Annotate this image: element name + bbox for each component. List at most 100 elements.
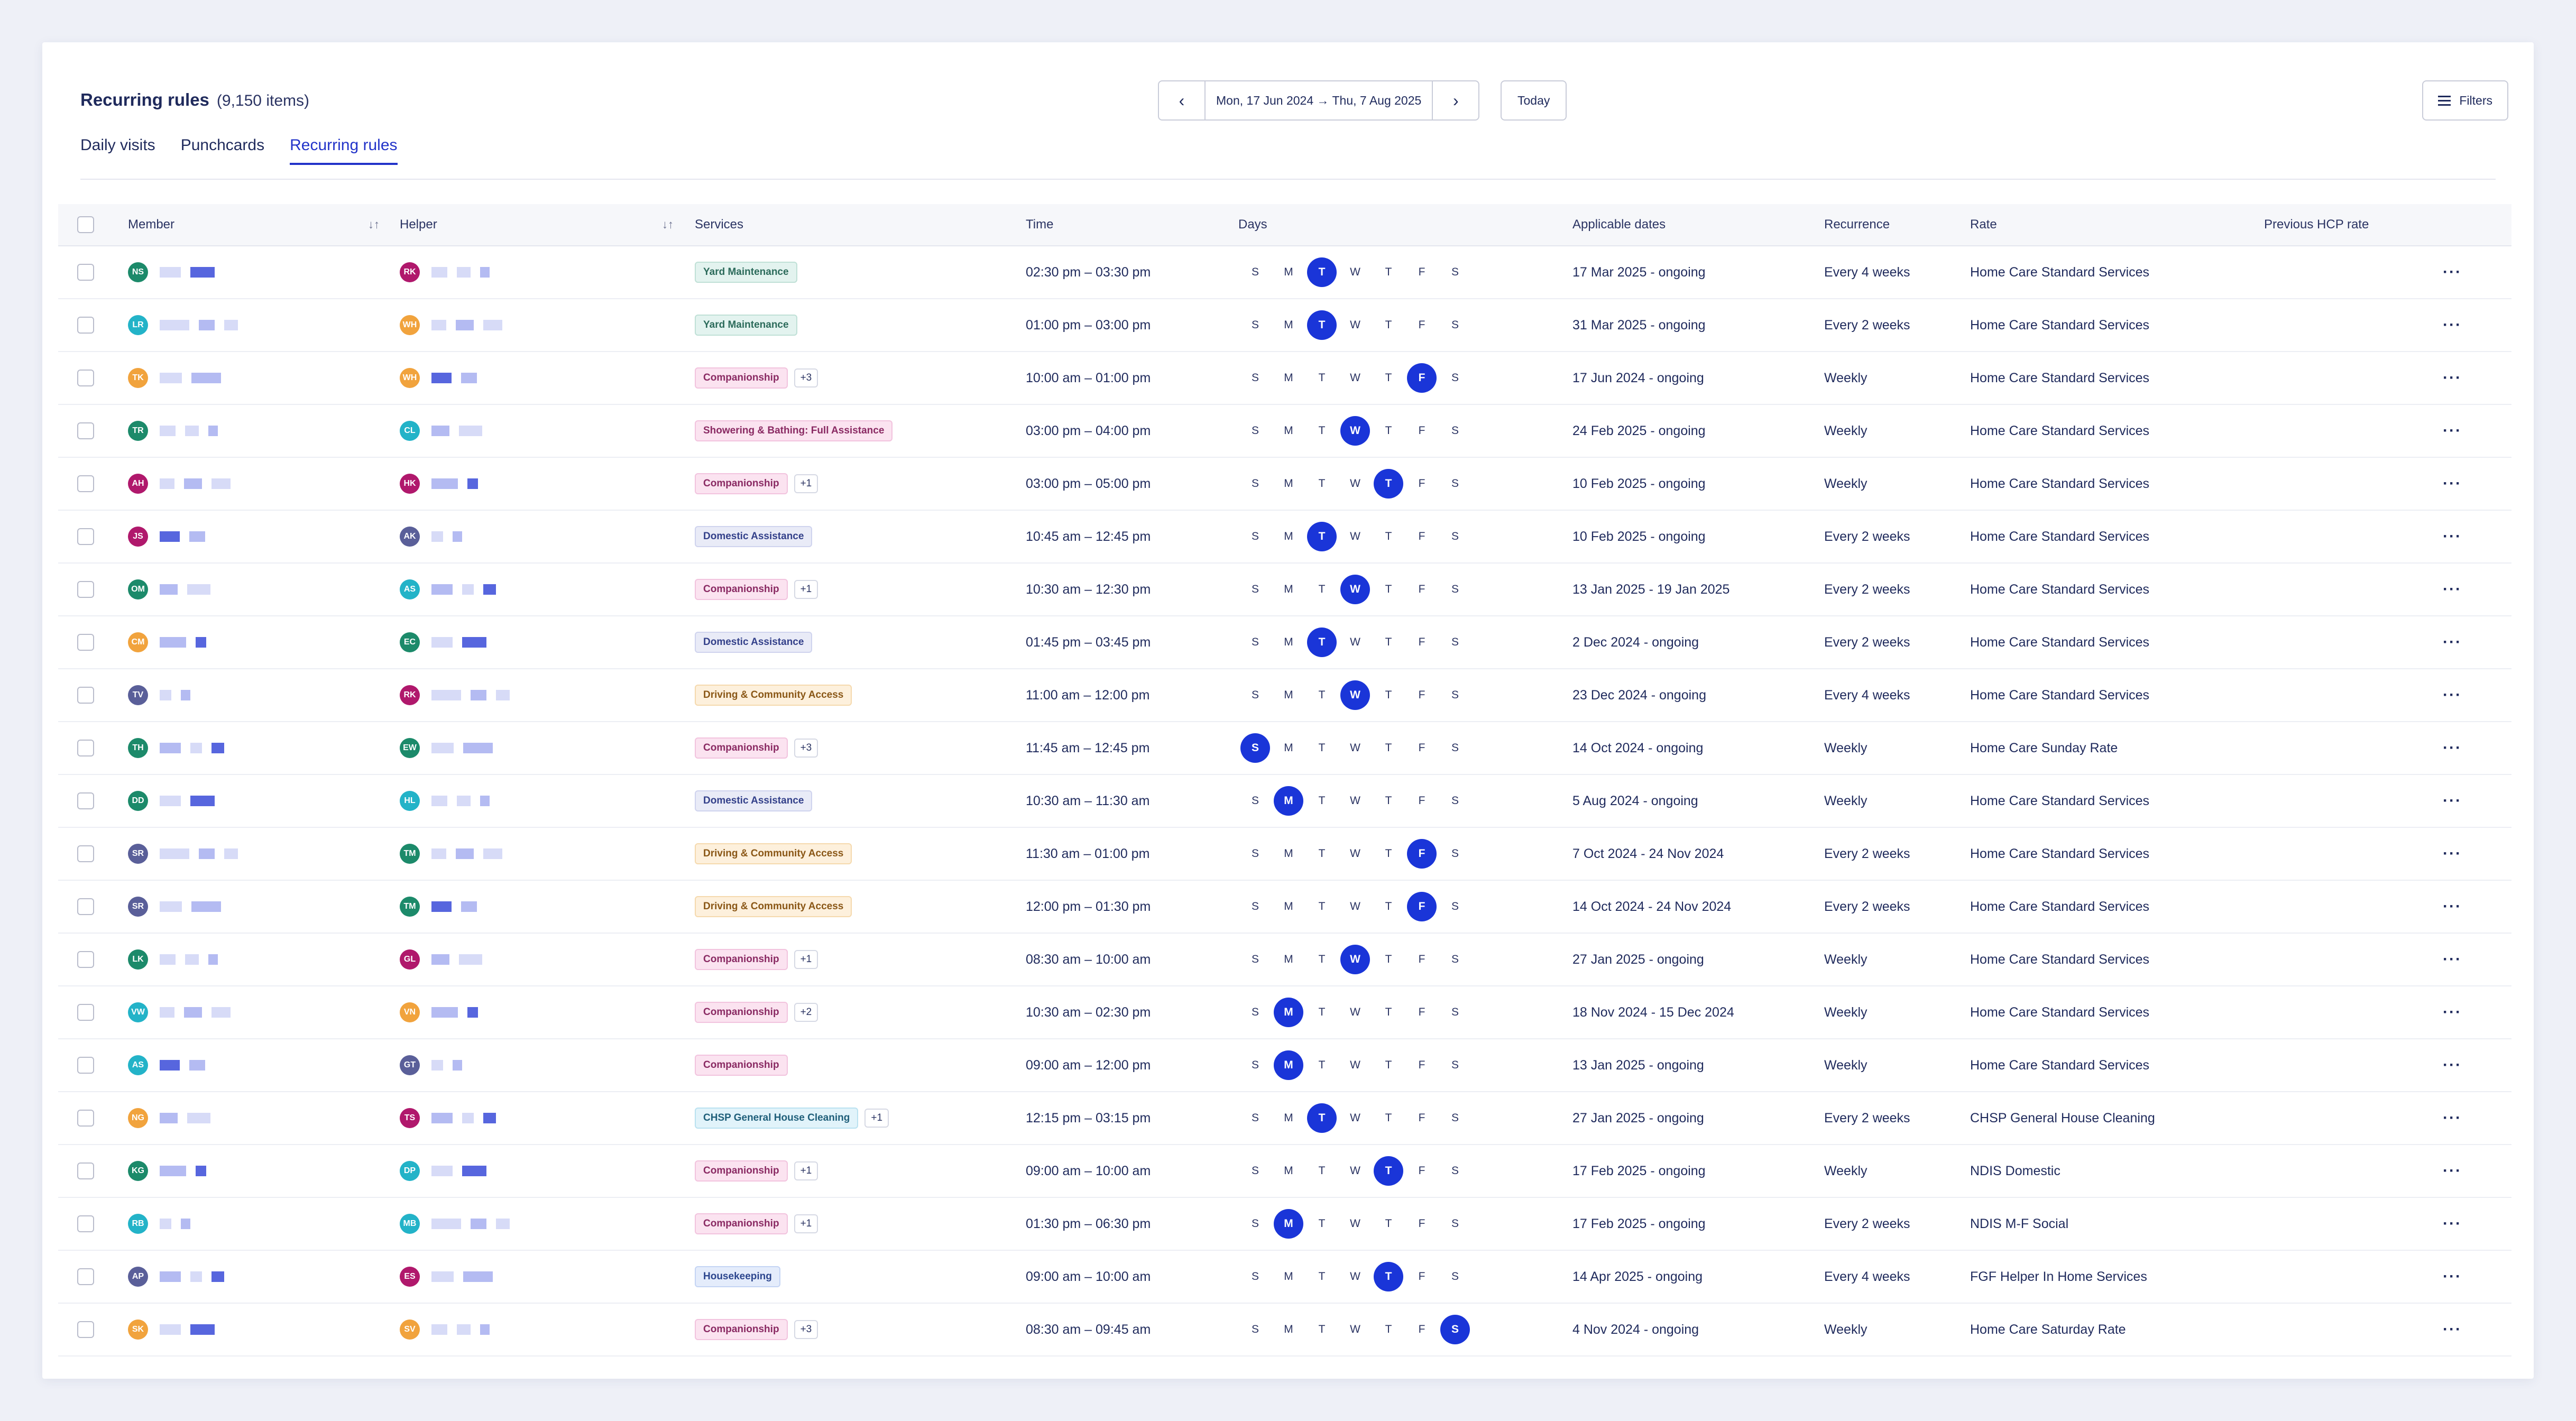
helper-avatar[interactable]: RK xyxy=(400,262,420,282)
row-actions-icon[interactable]: ··· xyxy=(2443,1056,2462,1074)
member-avatar[interactable]: RB xyxy=(128,1214,148,1234)
member-avatar[interactable]: TV xyxy=(128,685,148,705)
member-avatar[interactable]: NG xyxy=(128,1108,148,1128)
helper-avatar[interactable]: DP xyxy=(400,1161,420,1181)
helper-avatar[interactable]: HK xyxy=(400,474,420,494)
helper-avatar[interactable]: MB xyxy=(400,1214,420,1234)
row-checkbox[interactable] xyxy=(77,634,94,651)
table-row[interactable]: AP ES Housekeeping 09:00 am – 10:00 am S M T W T… xyxy=(58,1251,2511,1304)
row-checkbox[interactable] xyxy=(77,951,94,968)
table-row[interactable]: RB MB Companionship +1 01:30 pm – 06:30 pm S M… xyxy=(58,1198,2511,1251)
helper-avatar[interactable]: TM xyxy=(400,897,420,917)
helper-avatar[interactable]: EC xyxy=(400,632,420,652)
table-row[interactable]: AH HK Companionship +1 03:00 pm – 05:00 pm S M… xyxy=(58,458,2511,511)
row-actions-icon[interactable]: ··· xyxy=(2443,316,2462,334)
member-avatar[interactable]: DD xyxy=(128,791,148,811)
table-row[interactable]: NG TS CHSP General House Cleaning +1 12:15 p… xyxy=(58,1092,2511,1145)
row-actions-icon[interactable]: ··· xyxy=(2443,1215,2462,1232)
tab-punchcards[interactable]: Punchcards xyxy=(180,136,265,154)
helper-avatar[interactable]: CL xyxy=(400,421,420,441)
sort-icon[interactable]: ↓↑ xyxy=(368,218,380,231)
more-services-badge[interactable]: +2 xyxy=(794,1003,818,1022)
helper-avatar[interactable]: EW xyxy=(400,738,420,758)
row-checkbox[interactable] xyxy=(77,1215,94,1232)
row-actions-icon[interactable]: ··· xyxy=(2443,528,2462,545)
row-actions-icon[interactable]: ··· xyxy=(2443,263,2462,281)
row-actions-icon[interactable]: ··· xyxy=(2443,1162,2462,1179)
member-avatar[interactable]: LR xyxy=(128,315,148,335)
more-services-badge[interactable]: +3 xyxy=(794,739,818,758)
member-avatar[interactable]: NS xyxy=(128,262,148,282)
next-range-button[interactable]: › xyxy=(1433,81,1478,119)
table-row[interactable]: AS GT Companionship 09:00 am – 12:00 pm S M T W… xyxy=(58,1039,2511,1092)
table-row[interactable]: TR CL Showering & Bathing: Full Assistance… xyxy=(58,405,2511,458)
helper-avatar[interactable]: AK xyxy=(400,527,420,547)
member-avatar[interactable]: VW xyxy=(128,1002,148,1022)
member-avatar[interactable]: SK xyxy=(128,1320,148,1340)
table-row[interactable]: SR TM Driving & Community Access 12:00 pm –… xyxy=(58,881,2511,934)
helper-avatar[interactable]: TM xyxy=(400,844,420,864)
row-checkbox[interactable] xyxy=(77,845,94,862)
member-avatar[interactable]: TK xyxy=(128,368,148,388)
column-member[interactable]: Member xyxy=(128,217,175,232)
more-services-badge[interactable]: +1 xyxy=(794,474,818,493)
date-range-display[interactable]: Mon, 17 Jun 2024 → Thu, 7 Aug 2025 xyxy=(1204,81,1433,119)
member-avatar[interactable]: KG xyxy=(128,1161,148,1181)
table-row[interactable]: SR TM Driving & Community Access 11:30 am –… xyxy=(58,828,2511,881)
row-actions-icon[interactable]: ··· xyxy=(2443,633,2462,651)
row-checkbox[interactable] xyxy=(77,370,94,386)
helper-avatar[interactable]: AS xyxy=(400,579,420,599)
tab-recurring-rules[interactable]: Recurring rules xyxy=(290,136,398,165)
row-actions-icon[interactable]: ··· xyxy=(2443,422,2462,439)
row-actions-icon[interactable]: ··· xyxy=(2443,792,2462,809)
row-checkbox[interactable] xyxy=(77,687,94,704)
sort-icon[interactable]: ↓↑ xyxy=(662,218,674,231)
helper-avatar[interactable]: RK xyxy=(400,685,420,705)
row-actions-icon[interactable]: ··· xyxy=(2443,1321,2462,1338)
helper-avatar[interactable]: TS xyxy=(400,1108,420,1128)
row-actions-icon[interactable]: ··· xyxy=(2443,1109,2462,1127)
row-checkbox[interactable] xyxy=(77,1162,94,1179)
helper-avatar[interactable]: GT xyxy=(400,1055,420,1075)
helper-avatar[interactable]: WH xyxy=(400,315,420,335)
helper-avatar[interactable]: WH xyxy=(400,368,420,388)
member-avatar[interactable]: LK xyxy=(128,949,148,970)
member-avatar[interactable]: OM xyxy=(128,579,148,599)
table-row[interactable]: KG DP Companionship +1 09:00 am – 10:00 am S M… xyxy=(58,1145,2511,1198)
row-checkbox[interactable] xyxy=(77,1110,94,1127)
row-actions-icon[interactable]: ··· xyxy=(2443,1003,2462,1021)
row-checkbox[interactable] xyxy=(77,740,94,756)
more-services-badge[interactable]: +1 xyxy=(794,580,818,599)
more-services-badge[interactable]: +1 xyxy=(864,1109,889,1128)
more-services-badge[interactable]: +3 xyxy=(794,1320,818,1339)
member-avatar[interactable]: TR xyxy=(128,421,148,441)
helper-avatar[interactable]: ES xyxy=(400,1267,420,1287)
row-checkbox[interactable] xyxy=(77,264,94,281)
filters-button[interactable]: Filters xyxy=(2422,80,2508,121)
member-avatar[interactable]: AS xyxy=(128,1055,148,1075)
member-avatar[interactable]: SR xyxy=(128,844,148,864)
table-row[interactable]: LR WH Yard Maintenance 01:00 pm – 03:00 pm S… xyxy=(58,299,2511,352)
more-services-badge[interactable]: +1 xyxy=(794,950,818,969)
helper-avatar[interactable]: SV xyxy=(400,1320,420,1340)
row-checkbox[interactable] xyxy=(77,792,94,809)
table-row[interactable]: TK WH Companionship +3 10:00 am – 01:00 pm S M… xyxy=(58,352,2511,405)
row-checkbox[interactable] xyxy=(77,898,94,915)
row-actions-icon[interactable]: ··· xyxy=(2443,475,2462,492)
today-button[interactable]: Today xyxy=(1501,80,1567,121)
table-row[interactable]: SK SV Companionship +3 08:30 am – 09:45 am S M… xyxy=(58,1304,2511,1357)
row-checkbox[interactable] xyxy=(77,1321,94,1338)
row-actions-icon[interactable]: ··· xyxy=(2443,845,2462,862)
member-avatar[interactable]: TH xyxy=(128,738,148,758)
member-avatar[interactable]: SR xyxy=(128,897,148,917)
prev-range-button[interactable]: ‹ xyxy=(1159,81,1204,119)
row-actions-icon[interactable]: ··· xyxy=(2443,739,2462,756)
table-row[interactable]: OM AS Companionship +1 10:30 am – 12:30 pm S M… xyxy=(58,564,2511,616)
table-row[interactable]: NS RK Yard Maintenance 02:30 pm – 03:30 pm S… xyxy=(58,246,2511,299)
row-actions-icon[interactable]: ··· xyxy=(2443,580,2462,598)
more-services-badge[interactable]: +1 xyxy=(794,1161,818,1180)
helper-avatar[interactable]: HL xyxy=(400,791,420,811)
row-checkbox[interactable] xyxy=(77,528,94,545)
column-helper[interactable]: Helper xyxy=(400,217,437,232)
table-row[interactable]: JS AK Domestic Assistance 10:45 am – 12:45 … xyxy=(58,511,2511,564)
